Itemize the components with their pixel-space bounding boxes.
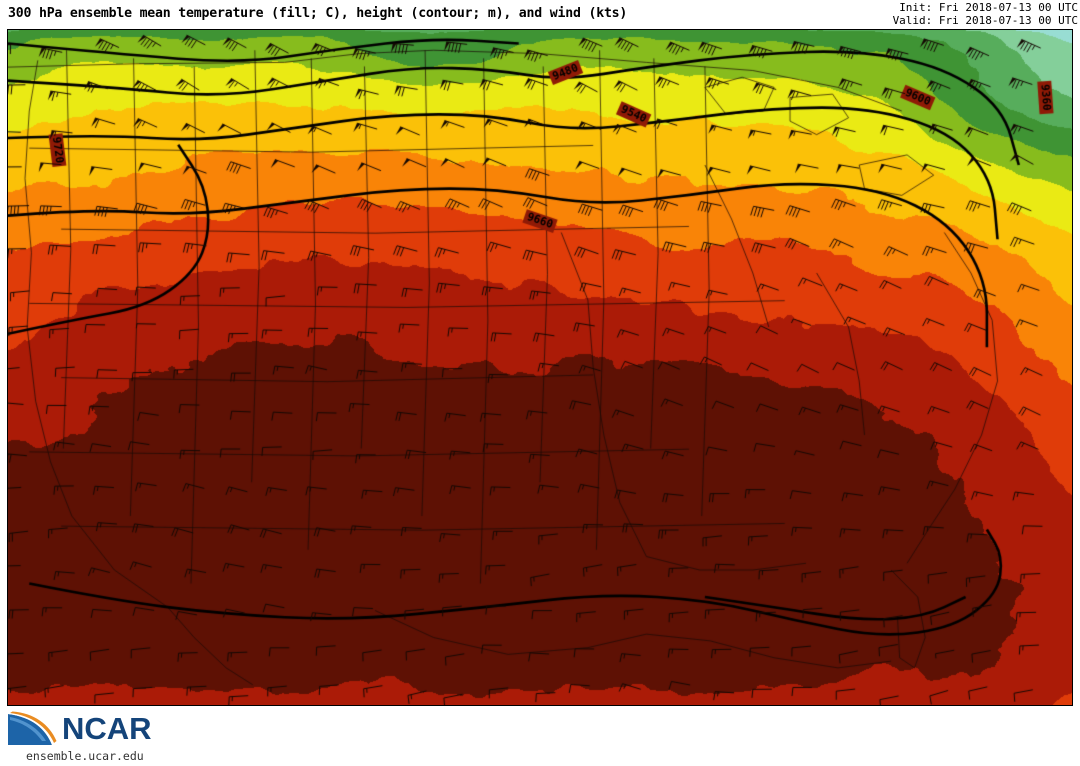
ncar-wordmark: NCAR: [62, 711, 152, 746]
ncar-url: ensemble.ucar.edu: [26, 749, 144, 763]
timestamp-block: Init: Fri 2018-07-13 00 UTC Valid: Fri 2…: [893, 1, 1078, 27]
ncar-logo[interactable]: NCAR ensemble.ucar.edu: [6, 711, 178, 763]
page-title: 300 hPa ensemble mean temperature (fill;…: [8, 6, 628, 21]
header: 300 hPa ensemble mean temperature (fill;…: [0, 0, 1080, 30]
temperature-fill-map: [8, 30, 1072, 705]
init-time-label: Init: Fri 2018-07-13 00 UTC: [899, 1, 1078, 14]
map-panel[interactable]: [7, 29, 1073, 706]
valid-time-label: Valid: Fri 2018-07-13 00 UTC: [892, 14, 1078, 27]
ncar-logo-mark: [8, 711, 57, 745]
